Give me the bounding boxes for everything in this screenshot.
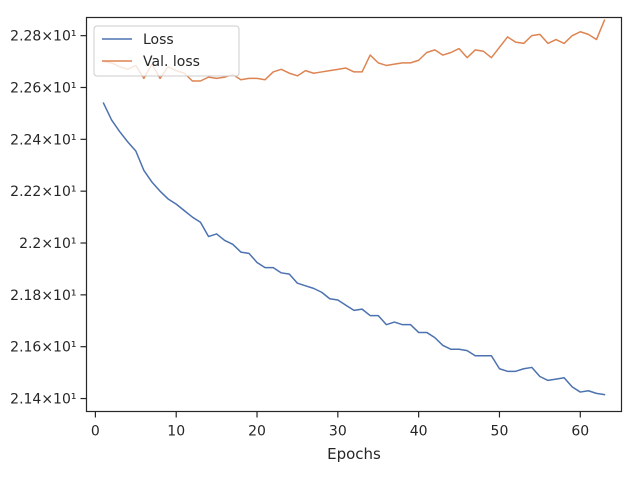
y-tick-label: 2.26×10¹: [10, 80, 76, 96]
y-tick-label: 2.18×10¹: [10, 288, 76, 304]
x-tick-label: 60: [571, 424, 589, 440]
x-tick-label: 30: [329, 424, 347, 440]
y-axis-ticks: 2.14×10¹ 2.16×10¹ 2.18×10¹ 2.2×10¹ 2.22×10¹ 2…: [10, 29, 87, 408]
x-tick-label: 20: [248, 424, 266, 440]
plot-frame: [85, 16, 623, 413]
x-tick-label: 0: [91, 424, 100, 440]
x-tick-label: 40: [410, 424, 428, 440]
y-tick-label: 2.2×10¹: [19, 236, 76, 252]
y-tick-label: 2.22×10¹: [10, 184, 76, 200]
x-tick-label: 10: [167, 424, 185, 440]
x-tick-label: 50: [491, 424, 509, 440]
y-tick-label: 2.24×10¹: [10, 132, 76, 148]
legend-label-val-loss: Val. loss: [143, 54, 200, 70]
legend: Loss Val. loss: [93, 25, 240, 77]
y-tick-label: 2.16×10¹: [10, 340, 76, 356]
y-tick-label: 2.28×10¹: [10, 29, 76, 45]
legend-label-loss: Loss: [143, 32, 174, 48]
x-axis-ticks: 0 10 20 30 40 50 60: [91, 411, 589, 440]
series-line-loss: [102, 102, 606, 396]
y-tick-label: 2.14×10¹: [10, 392, 76, 408]
x-axis-label: Epochs: [327, 445, 381, 463]
